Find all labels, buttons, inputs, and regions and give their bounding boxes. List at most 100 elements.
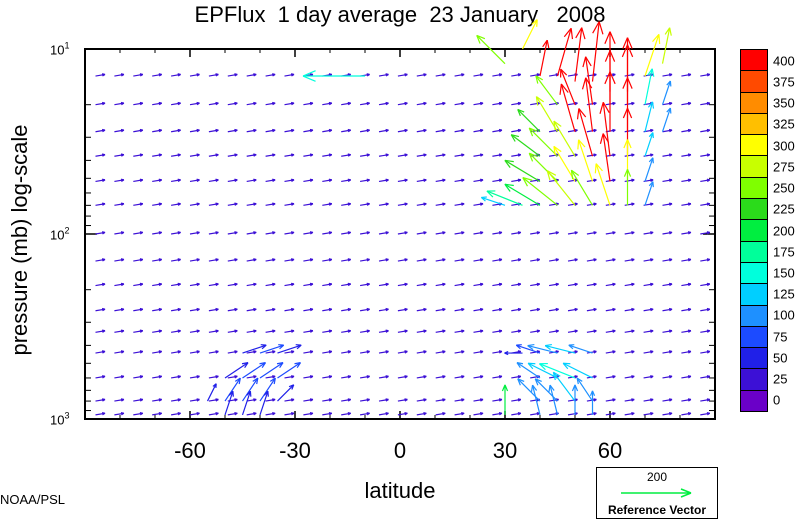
field-vector: [341, 101, 352, 106]
field-vector: [700, 258, 711, 262]
field-vector: [171, 307, 181, 312]
field-vector: [473, 202, 484, 206]
flux-vector: [515, 344, 541, 354]
colorbar-cell: [741, 135, 767, 157]
field-vector: [567, 307, 578, 312]
field-vector: [303, 398, 314, 402]
field-vector: [360, 307, 370, 312]
flux-vector: [527, 362, 558, 379]
field-vector: [586, 412, 597, 416]
field-vector: [322, 202, 333, 206]
field-vector: [624, 73, 635, 77]
field-vector: [624, 282, 635, 287]
field-vector: [360, 375, 370, 379]
field-vector: [700, 101, 711, 106]
field-vector: [435, 258, 446, 262]
field-vector: [171, 231, 181, 235]
flux-vector: [224, 362, 249, 379]
field-vector: [227, 128, 238, 133]
field-vector: [567, 231, 578, 235]
field-vector: [473, 398, 484, 402]
field-vector: [133, 202, 144, 206]
field-vector: [208, 101, 219, 106]
field-vector: [114, 258, 125, 262]
field-vector: [378, 307, 389, 312]
flux-vector: [582, 56, 594, 105]
field-vector: [189, 282, 200, 287]
field-vector: [189, 231, 200, 235]
reference-vector-box: 200 Reference Vector: [596, 467, 718, 519]
field-vector: [227, 350, 238, 354]
field-vector: [208, 153, 219, 157]
flux-vector: [544, 343, 576, 354]
field-vector: [189, 329, 200, 333]
field-vector: [341, 375, 352, 379]
field-vector: [416, 412, 427, 416]
field-vector: [662, 282, 673, 287]
field-vector: [511, 307, 522, 312]
field-vector: [114, 73, 125, 77]
field-vector: [284, 398, 295, 402]
field-vector: [152, 178, 163, 183]
field-vector: [530, 282, 541, 287]
field-vector: [454, 231, 465, 235]
field-vector: [605, 282, 616, 287]
field-vector: [435, 178, 446, 183]
field-vector: [171, 398, 181, 402]
field-vector: [133, 412, 144, 416]
field-vector: [662, 412, 673, 416]
field-vector: [416, 153, 427, 157]
colorbar-cell: [741, 113, 767, 136]
field-vector: [227, 202, 238, 206]
field-vector: [624, 231, 635, 235]
field-vector: [397, 307, 408, 312]
flux-vector: [517, 378, 541, 402]
colorbar-label: 0: [773, 392, 781, 408]
field-vector: [700, 329, 711, 333]
field-vector: [322, 101, 333, 106]
colorbar-label: 275: [773, 159, 795, 175]
field-vector: [303, 412, 314, 416]
y-tick-label: 101: [50, 40, 70, 58]
field-vector: [511, 101, 522, 106]
field-vector: [492, 101, 503, 106]
field-vector: [681, 231, 692, 235]
flux-vector: [589, 390, 596, 415]
flux-vector: [277, 384, 295, 402]
field-vector: [284, 178, 295, 183]
x-tick-label: -30: [279, 438, 311, 463]
flux-vector: [242, 362, 266, 379]
flux-vector: [241, 390, 252, 416]
flux-vector: [644, 101, 655, 132]
field-vector: [378, 73, 389, 77]
field-vector: [435, 350, 446, 354]
flux-vector: [277, 344, 302, 354]
field-vector: [114, 101, 125, 106]
field-vector: [133, 375, 144, 379]
field-vector: [492, 73, 503, 77]
field-vector: [189, 128, 200, 133]
field-vector: [681, 282, 692, 287]
colorbar-cell: [741, 390, 767, 412]
field-vector: [662, 307, 673, 312]
colorbar-cell: [741, 284, 767, 306]
field-vector: [435, 398, 446, 402]
field-vector: [681, 398, 692, 402]
field-vector: [397, 258, 408, 262]
field-vector: [265, 153, 276, 157]
field-vector: [492, 307, 503, 312]
field-vector: [416, 375, 427, 379]
colorbar: [740, 49, 768, 412]
field-vector: [171, 178, 181, 183]
field-vector: [246, 282, 257, 287]
field-vector: [227, 101, 238, 106]
flux-vector: [517, 108, 541, 133]
x-tick-label: 60: [597, 438, 623, 463]
reference-magnitude: 200: [646, 470, 668, 484]
field-vector: [681, 178, 692, 183]
field-vector: [284, 202, 295, 206]
field-vector: [643, 231, 654, 235]
colorbar-label: 225: [773, 201, 795, 217]
field-vector: [473, 128, 484, 133]
field-vector: [227, 282, 238, 287]
